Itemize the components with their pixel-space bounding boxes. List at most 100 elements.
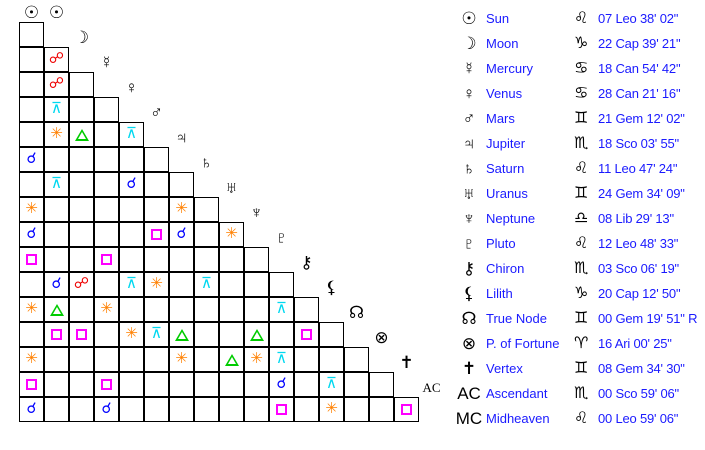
aspect-cell[interactable]: ☍ [44, 47, 69, 72]
aspect-cell[interactable] [69, 222, 94, 247]
aspect-cell[interactable] [19, 322, 44, 347]
aspect-cell[interactable] [319, 322, 344, 347]
aspect-cell[interactable] [19, 22, 44, 47]
aspect-cell[interactable] [244, 322, 269, 347]
aspect-cell[interactable] [269, 322, 294, 347]
aspect-cell[interactable] [94, 172, 119, 197]
aspect-cell[interactable] [269, 272, 294, 297]
aspect-cell[interactable]: ✳ [219, 222, 244, 247]
aspect-cell[interactable] [169, 397, 194, 422]
legend-row[interactable]: ☽ Moon ♑ 22 Cap 39' 21" [452, 31, 705, 56]
aspect-cell[interactable] [69, 372, 94, 397]
aspect-cell[interactable]: ☌ [119, 172, 144, 197]
aspect-cell[interactable] [294, 372, 319, 397]
aspect-cell[interactable] [44, 147, 69, 172]
aspect-cell[interactable] [69, 72, 94, 97]
aspect-cell[interactable] [119, 222, 144, 247]
aspect-cell[interactable] [294, 397, 319, 422]
aspect-cell[interactable] [19, 47, 44, 72]
aspect-cell[interactable] [169, 247, 194, 272]
aspect-cell[interactable] [19, 172, 44, 197]
aspect-cell[interactable] [94, 197, 119, 222]
aspect-cell[interactable] [294, 322, 319, 347]
aspect-cell[interactable]: ✳ [44, 122, 69, 147]
aspect-cell[interactable] [144, 247, 169, 272]
aspect-cell[interactable]: ☌ [19, 147, 44, 172]
aspect-cell[interactable] [69, 147, 94, 172]
aspect-cell[interactable] [144, 397, 169, 422]
legend-row[interactable]: ♂ Mars ♊ 21 Gem 12' 02" [452, 106, 705, 131]
aspect-cell[interactable] [19, 122, 44, 147]
aspect-cell[interactable]: ✳ [19, 197, 44, 222]
aspect-cell[interactable] [169, 372, 194, 397]
aspect-cell[interactable]: ⊼ [319, 372, 344, 397]
legend-row[interactable]: ⚷ Chiron ♏ 03 Sco 06' 19" [452, 256, 705, 281]
aspect-cell[interactable]: ☍ [44, 72, 69, 97]
aspect-cell[interactable] [144, 222, 169, 247]
aspect-cell[interactable] [119, 297, 144, 322]
aspect-cell[interactable] [44, 397, 69, 422]
aspect-cell[interactable] [294, 297, 319, 322]
aspect-cell[interactable]: ⊼ [119, 122, 144, 147]
aspect-cell[interactable] [194, 372, 219, 397]
aspect-cell[interactable] [194, 347, 219, 372]
aspect-cell[interactable] [194, 247, 219, 272]
aspect-cell[interactable] [244, 247, 269, 272]
aspect-cell[interactable] [44, 322, 69, 347]
aspect-cell[interactable] [294, 347, 319, 372]
legend-row[interactable]: ☊ True Node ♊ 00 Gem 19' 51" R [452, 306, 705, 331]
aspect-cell[interactable]: ✳ [94, 297, 119, 322]
aspect-cell[interactable] [244, 297, 269, 322]
aspect-cell[interactable] [94, 222, 119, 247]
aspect-cell[interactable]: ☌ [19, 397, 44, 422]
aspect-cell[interactable] [94, 147, 119, 172]
aspect-cell[interactable]: ☌ [44, 272, 69, 297]
aspect-cell[interactable] [344, 372, 369, 397]
legend-row[interactable]: MC Midheaven ♌ 00 Leo 59' 06" [452, 406, 705, 431]
aspect-cell[interactable] [144, 297, 169, 322]
aspect-cell[interactable] [144, 197, 169, 222]
aspect-cell[interactable] [94, 122, 119, 147]
aspect-cell[interactable] [169, 322, 194, 347]
aspect-cell[interactable]: ☌ [269, 372, 294, 397]
aspect-cell[interactable]: ⊼ [44, 172, 69, 197]
aspect-cell[interactable] [44, 222, 69, 247]
legend-row[interactable]: ⊗ P. of Fortune ♈ 16 Ari 00' 25" [452, 331, 705, 356]
aspect-cell[interactable] [94, 322, 119, 347]
aspect-cell[interactable] [394, 397, 419, 422]
aspect-cell[interactable] [94, 97, 119, 122]
aspect-cell[interactable]: ✳ [144, 272, 169, 297]
aspect-cell[interactable] [244, 272, 269, 297]
legend-row[interactable]: ☿ Mercury ♋ 18 Can 54' 42" [452, 56, 705, 81]
aspect-cell[interactable] [19, 247, 44, 272]
aspect-cell[interactable] [119, 147, 144, 172]
aspect-cell[interactable]: ☍ [69, 272, 94, 297]
aspect-cell[interactable] [94, 347, 119, 372]
aspect-cell[interactable] [69, 247, 94, 272]
aspect-cell[interactable] [144, 347, 169, 372]
aspect-cell[interactable] [219, 247, 244, 272]
aspect-cell[interactable]: ✳ [244, 347, 269, 372]
aspect-cell[interactable] [69, 297, 94, 322]
aspect-cell[interactable] [369, 397, 394, 422]
aspect-cell[interactable]: ✳ [19, 347, 44, 372]
legend-row[interactable]: ♅ Uranus ♊ 24 Gem 34' 09" [452, 181, 705, 206]
legend-row[interactable]: ♆ Neptune ♎ 08 Lib 29' 13" [452, 206, 705, 231]
aspect-cell[interactable] [219, 322, 244, 347]
aspect-cell[interactable] [19, 372, 44, 397]
aspect-cell[interactable] [219, 347, 244, 372]
aspect-cell[interactable] [69, 397, 94, 422]
aspect-cell[interactable] [244, 397, 269, 422]
legend-row[interactable]: ☉ Sun ♌ 07 Leo 38' 02" [452, 6, 705, 31]
aspect-cell[interactable] [44, 197, 69, 222]
aspect-cell[interactable] [119, 247, 144, 272]
aspect-cell[interactable] [44, 247, 69, 272]
aspect-cell[interactable] [19, 272, 44, 297]
aspect-cell[interactable] [194, 322, 219, 347]
aspect-cell[interactable] [194, 397, 219, 422]
aspect-cell[interactable] [19, 97, 44, 122]
aspect-cell[interactable] [194, 297, 219, 322]
aspect-cell[interactable] [219, 372, 244, 397]
aspect-cell[interactable] [69, 322, 94, 347]
aspect-cell[interactable] [169, 272, 194, 297]
